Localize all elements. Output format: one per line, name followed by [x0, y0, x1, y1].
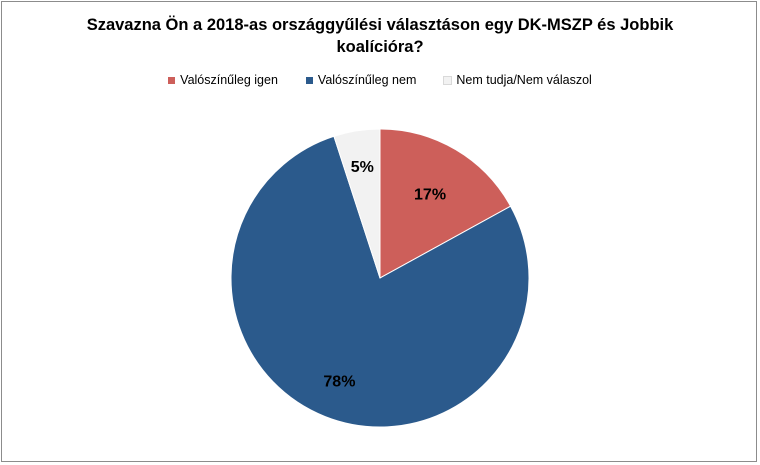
legend-label: Valószínűleg nem	[317, 73, 417, 87]
chart-title-line-1: Szavazna Ön a 2018-as országgyűlési vála…	[86, 16, 674, 34]
pie-slice-2	[333, 128, 381, 279]
pie-slice-0	[379, 128, 512, 279]
legend-label: Valószínűleg igen	[180, 73, 278, 87]
legend: Valószínűleg igen Valószínűleg nem Nem t…	[0, 73, 760, 87]
legend-swatch	[305, 76, 313, 84]
legend-item-nem-tudja: Nem tudja/Nem válaszol	[443, 73, 592, 87]
chart-title: Szavazna Ön a 2018-as országgyűlési vála…	[60, 14, 700, 58]
pie-slice-1	[230, 135, 530, 428]
data-label-0: 17%	[414, 186, 446, 203]
legend-swatch	[443, 75, 453, 85]
legend-item-valoszinuleg-igen: Valószínűleg igen	[168, 73, 278, 87]
chart-title-line-2: koalícióra?	[336, 38, 424, 56]
legend-label: Nem tudja/Nem válaszol	[456, 73, 592, 87]
legend-swatch	[168, 76, 176, 84]
data-label-1: 78%	[323, 374, 355, 391]
legend-item-valoszinuleg-nem: Valószínűleg nem	[305, 73, 417, 87]
data-label-2: 5%	[351, 159, 374, 176]
